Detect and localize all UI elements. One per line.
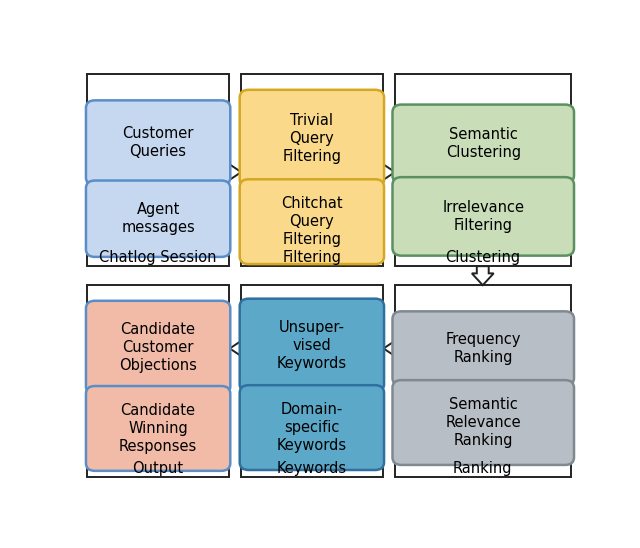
FancyBboxPatch shape [392,105,574,183]
Text: Irrelevance
Filtering: Irrelevance Filtering [442,200,524,233]
Text: Agent
messages: Agent messages [121,202,195,235]
Text: Trivial
Query
Filtering: Trivial Query Filtering [282,113,341,164]
Text: Domain-
specific
Keywords: Domain- specific Keywords [277,402,347,453]
Text: Candidate
Winning
Responses: Candidate Winning Responses [119,403,197,454]
Polygon shape [381,163,395,181]
Text: Clustering: Clustering [445,250,520,265]
FancyBboxPatch shape [395,74,571,266]
FancyBboxPatch shape [240,90,384,187]
Text: Ranking: Ranking [453,461,513,476]
FancyBboxPatch shape [86,386,230,471]
Polygon shape [230,339,244,358]
FancyBboxPatch shape [395,285,571,477]
Text: Frequency
Ranking: Frequency Ranking [445,332,521,365]
FancyBboxPatch shape [86,301,230,394]
Text: Unsuper-
vised
Keywords: Unsuper- vised Keywords [277,320,347,371]
Text: Candidate
Customer
Objections: Candidate Customer Objections [119,322,197,373]
Text: Output: Output [132,461,184,476]
Text: Customer
Queries: Customer Queries [122,126,194,159]
FancyBboxPatch shape [86,100,230,185]
FancyBboxPatch shape [86,180,230,257]
Polygon shape [227,163,241,181]
Text: Chitchat
Query
Filtering: Chitchat Query Filtering [281,196,342,247]
FancyBboxPatch shape [88,285,229,477]
Text: Semantic
Clustering: Semantic Clustering [445,127,521,161]
FancyBboxPatch shape [240,179,384,264]
FancyBboxPatch shape [392,380,574,465]
Text: Chatlog Session: Chatlog Session [99,250,216,265]
FancyBboxPatch shape [240,299,384,392]
FancyBboxPatch shape [240,385,384,470]
Polygon shape [472,266,493,285]
FancyBboxPatch shape [88,74,229,266]
FancyBboxPatch shape [392,177,574,255]
Text: Filtering: Filtering [282,250,341,265]
Polygon shape [383,339,397,358]
Text: Semantic
Relevance
Ranking: Semantic Relevance Ranking [445,397,521,448]
FancyBboxPatch shape [241,285,383,477]
FancyBboxPatch shape [392,311,574,386]
FancyBboxPatch shape [241,74,383,266]
Text: Keywords: Keywords [276,461,347,476]
